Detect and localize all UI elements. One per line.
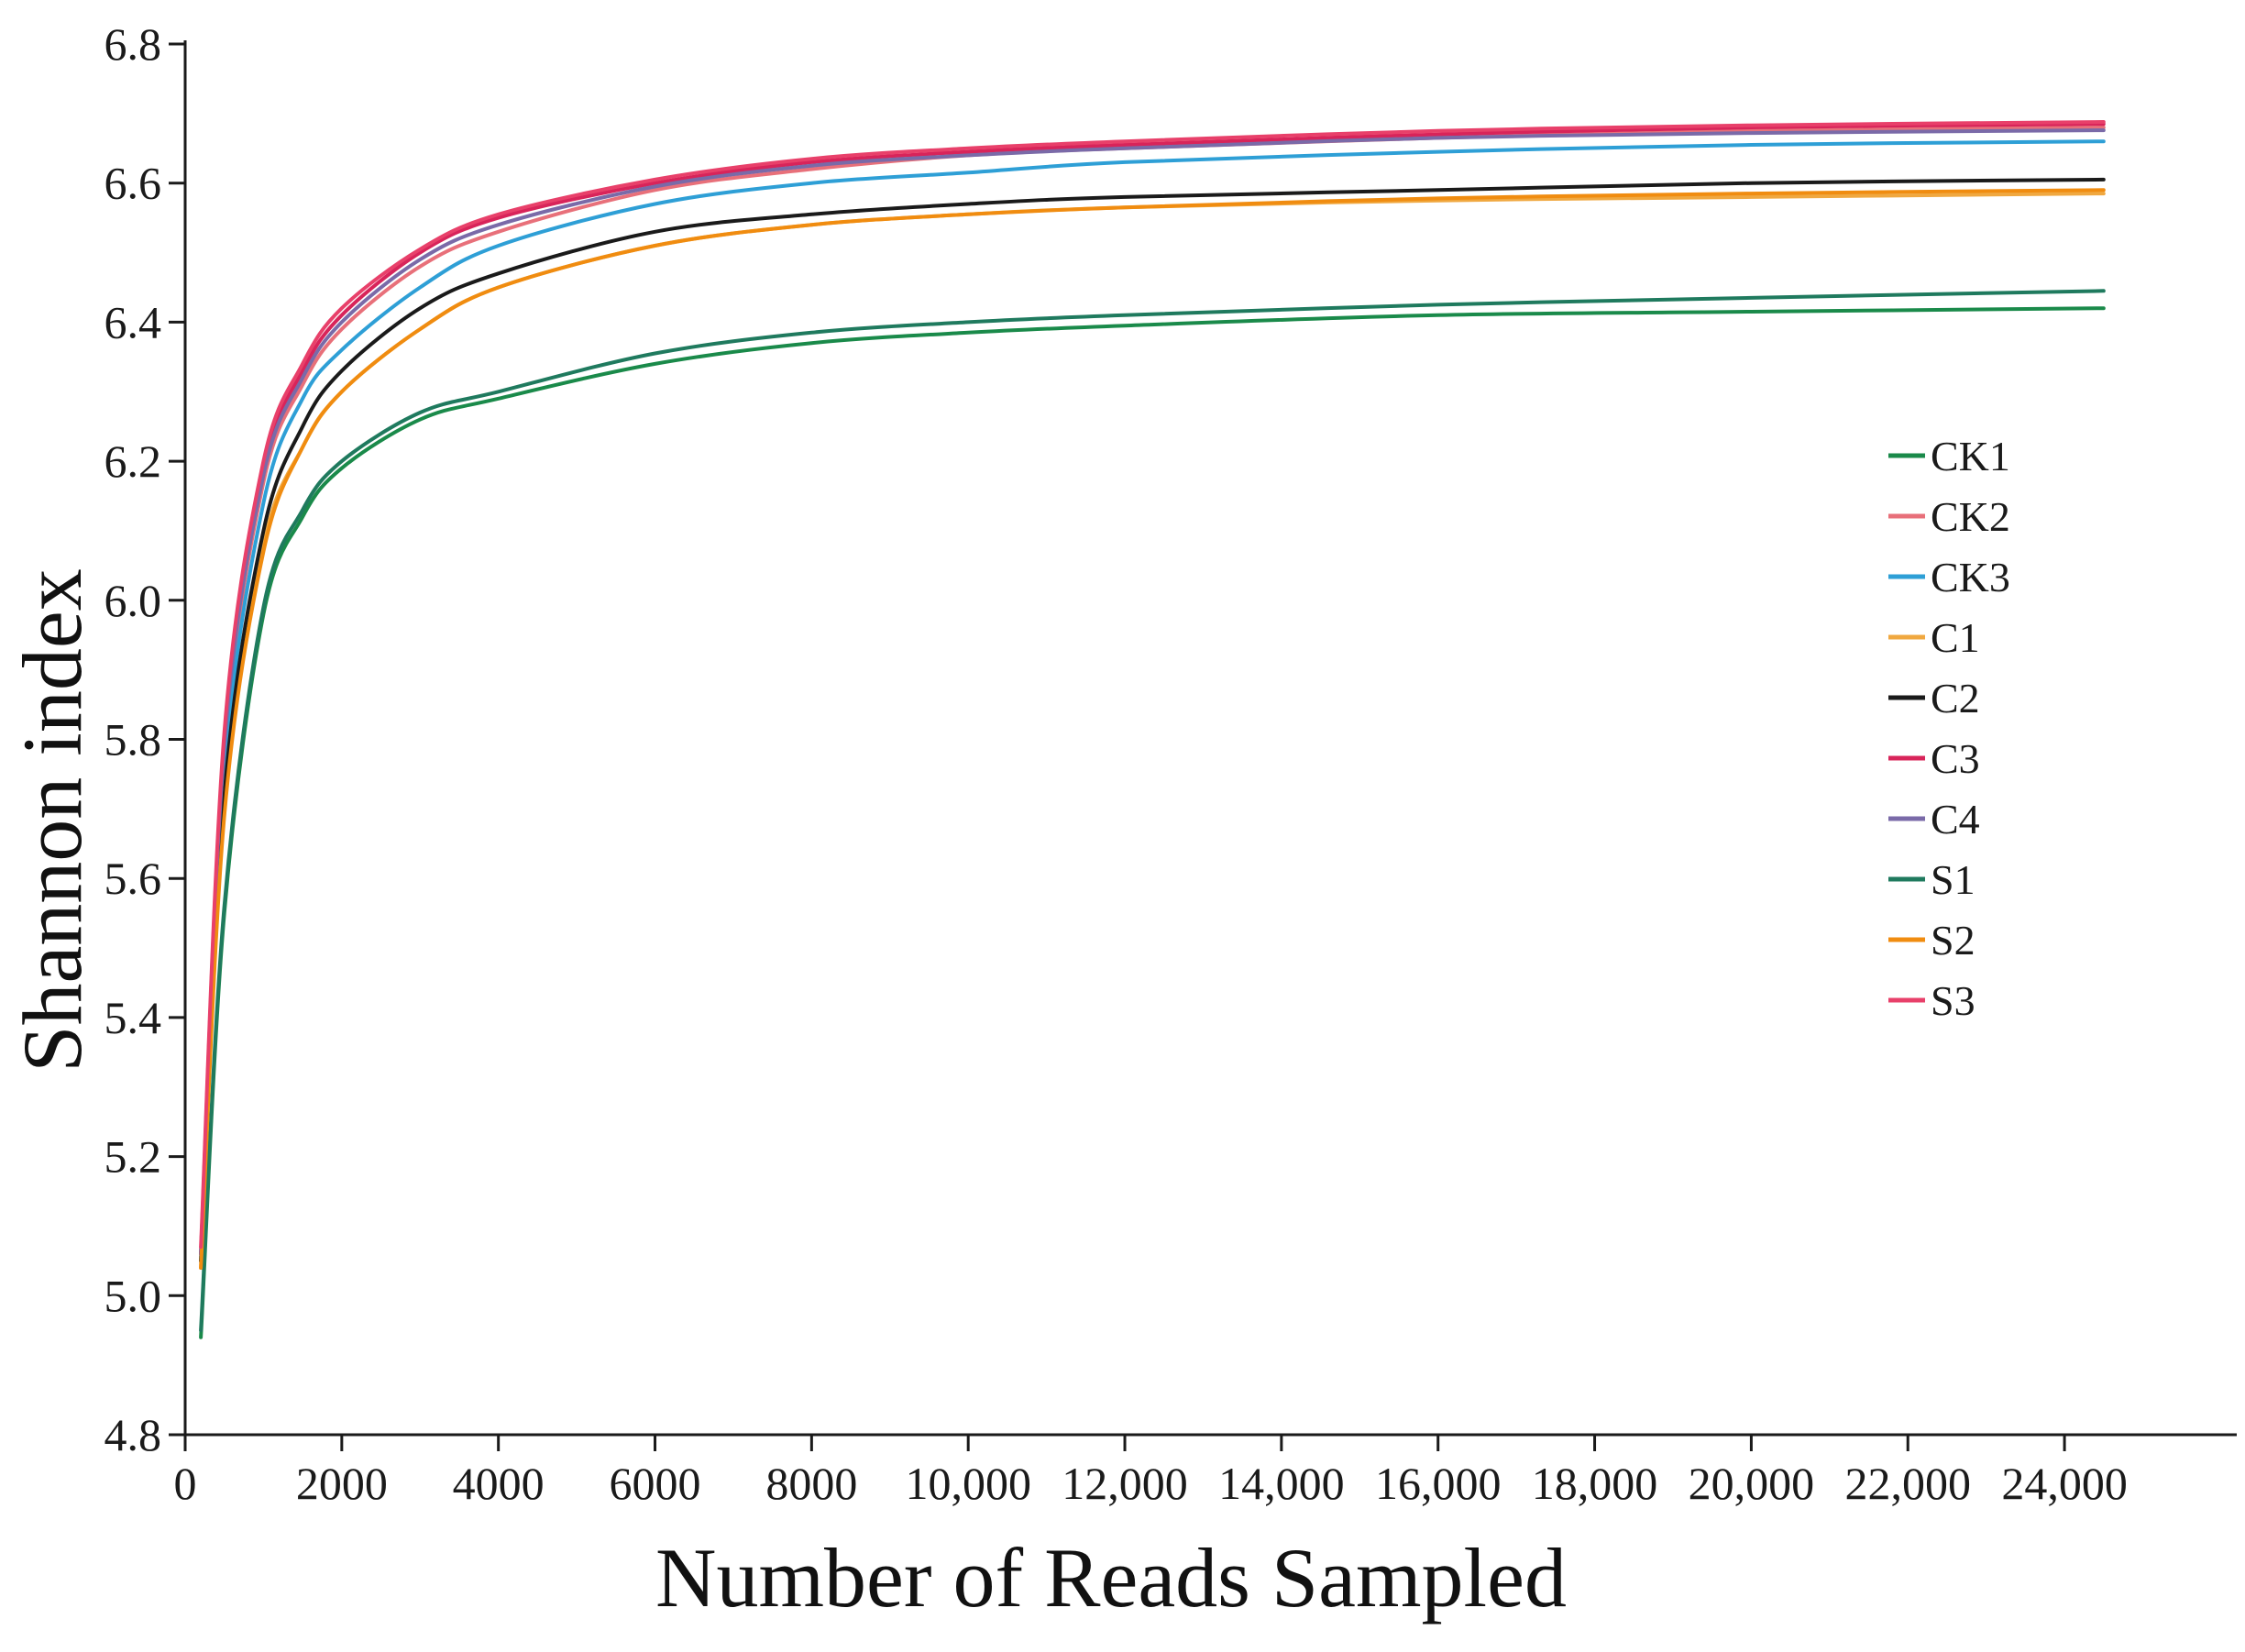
- x-tick-label: 2000: [296, 1458, 388, 1509]
- series-line-c1: [199, 192, 2106, 1270]
- x-tick-label: 24,000: [2001, 1458, 2128, 1509]
- legend: CK1 CK2 CK3 C1 C2 C3 C4 S1 S2 S3: [1888, 433, 2010, 1024]
- y-tick-label: 6.6: [105, 158, 162, 209]
- x-tick-label: 0: [174, 1458, 197, 1509]
- legend-label-s1: S1: [1931, 856, 1975, 903]
- legend-label-c3: C3: [1931, 735, 1980, 782]
- legend-label-ck3: CK3: [1931, 554, 2010, 600]
- legend-label-c1: C1: [1931, 614, 1980, 661]
- legend-label-c4: C4: [1931, 796, 1980, 843]
- y-tick-label: 5.8: [105, 714, 162, 765]
- y-tick-label: 6.4: [105, 296, 162, 347]
- legend-label-ck2: CK2: [1931, 493, 2010, 540]
- x-tick-label: 18,000: [1532, 1458, 1658, 1509]
- x-tick-label: 12,000: [1062, 1458, 1188, 1509]
- series-line-ck3: [199, 139, 2106, 1263]
- y-tick-label: 5.2: [105, 1131, 162, 1183]
- legend-label-s3: S3: [1931, 977, 1975, 1024]
- legend-label-s2: S2: [1931, 917, 1975, 964]
- y-tick-label: 5.0: [105, 1270, 162, 1321]
- series-lines: [199, 120, 2106, 1339]
- series-line-s1: [199, 289, 2106, 1333]
- x-tick-label: 6000: [610, 1458, 701, 1509]
- x-axis-title: Number of Reads Sampled: [655, 1531, 1567, 1624]
- series-line-c2: [199, 177, 2106, 1263]
- x-tick-label: 22,000: [1844, 1458, 1971, 1509]
- series-line-s3: [199, 120, 2106, 1250]
- y-ticks: 4.8 5.0 5.2 5.4 5.6 5.8 6.0 6.2 6.4 6.6 6.8: [105, 18, 185, 1460]
- axes: [183, 40, 2237, 1437]
- x-tick-label: 10,000: [905, 1458, 1031, 1509]
- y-tick-label: 6.8: [105, 18, 162, 70]
- y-tick-label: 4.8: [105, 1409, 162, 1460]
- x-ticks: 0 2000 4000 6000 8000 10,000 12,000 14,000 16,00…: [174, 1435, 2128, 1509]
- y-axis-title: Shannon index: [6, 568, 99, 1072]
- x-tick-label: 20,000: [1689, 1458, 1815, 1509]
- x-tick-label: 16,000: [1375, 1458, 1502, 1509]
- x-tick-label: 8000: [765, 1458, 857, 1509]
- x-tick-label: 14,000: [1218, 1458, 1345, 1509]
- legend-label-c2: C2: [1931, 675, 1980, 721]
- series-line-ck1: [199, 306, 2106, 1339]
- x-tick-label: 4000: [453, 1458, 545, 1509]
- y-tick-label: 6.0: [105, 575, 162, 626]
- series-line-s2: [199, 188, 2106, 1270]
- y-tick-label: 5.6: [105, 853, 162, 904]
- y-tick-label: 6.2: [105, 435, 162, 487]
- legend-label-ck1: CK1: [1931, 433, 2010, 479]
- series-line-c4: [199, 128, 2106, 1256]
- y-tick-label: 5.4: [105, 992, 162, 1043]
